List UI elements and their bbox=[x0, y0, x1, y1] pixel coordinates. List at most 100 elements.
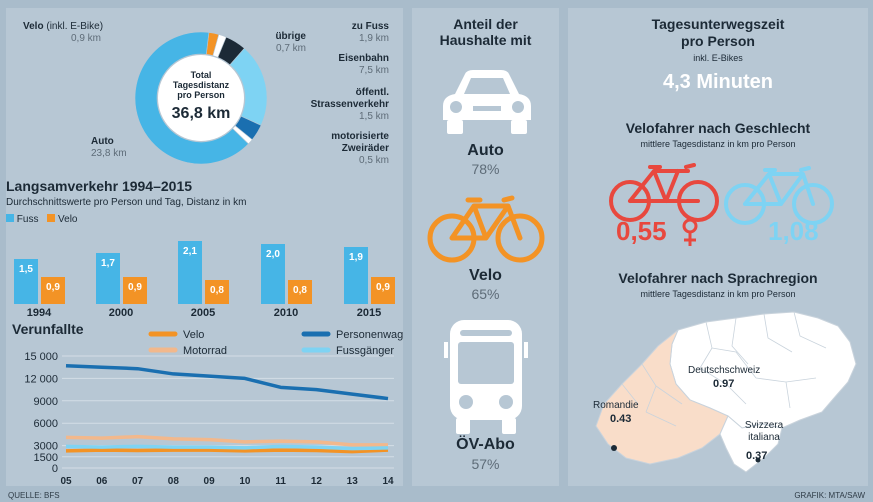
label-auto: Auto 23,8 km bbox=[91, 136, 127, 160]
x-tick-label: 06 bbox=[96, 476, 108, 486]
label-motorisierte-zweiraeder: motorisierte Zweiräder 0,5 km bbox=[296, 131, 389, 167]
line-velo bbox=[65, 448, 389, 454]
bar-velo bbox=[371, 277, 395, 304]
gender-title: Velofahrer nach Geschlecht bbox=[625, 120, 811, 136]
label-value: 0,5 km bbox=[358, 155, 389, 166]
y-tick-label: 15 000 bbox=[24, 351, 58, 363]
legend-label: Velo bbox=[183, 329, 204, 341]
bar-value-label: 0,8 bbox=[293, 285, 307, 296]
bar-fuss bbox=[14, 259, 38, 304]
legend-label: Personenwagen bbox=[336, 329, 403, 341]
label-name: Velo bbox=[23, 21, 44, 32]
label-value: 1,9 km bbox=[358, 33, 389, 44]
bar-velo bbox=[41, 277, 65, 304]
time-note: inkl. E-Bikes bbox=[693, 53, 743, 63]
line-chart-title: Verunfallte bbox=[12, 321, 84, 337]
bar-velo bbox=[205, 280, 229, 304]
household-title: Anteil der Haushalte mit bbox=[412, 16, 559, 48]
time-title-line: Tagesunterwegszeit bbox=[651, 16, 785, 32]
bar-fuss bbox=[178, 241, 202, 304]
donut-center-line: Total bbox=[190, 70, 212, 80]
x-tick-label: 07 bbox=[132, 476, 144, 486]
label-note: (inkl. E-Bike) bbox=[46, 21, 104, 32]
household-oev-label: ÖV-Abo bbox=[456, 436, 515, 453]
label-name: zu Fuss bbox=[351, 21, 389, 32]
x-tick-label: 13 bbox=[347, 476, 359, 486]
x-tick-label: 14 bbox=[382, 476, 394, 486]
label-name: motorisierte Zweiräder bbox=[331, 131, 389, 154]
donut-center-line: pro Person bbox=[177, 90, 225, 100]
line-personenwagen bbox=[65, 363, 389, 401]
female-bicycle-icon bbox=[609, 163, 719, 222]
x-tick-label: 09 bbox=[204, 476, 216, 486]
switzerland-map bbox=[595, 311, 857, 473]
line-fussgänger bbox=[65, 444, 389, 451]
label-zu-fuss: zu Fuss 1,9 km bbox=[331, 21, 389, 45]
car-icon bbox=[443, 70, 531, 134]
label-name: Eisenbahn bbox=[338, 53, 389, 64]
legend-label-velo: Velo bbox=[58, 214, 78, 225]
male-value: 1,08 bbox=[768, 216, 819, 246]
label-velo: Velo (inkl. E-Bike) 0,9 km bbox=[23, 21, 103, 45]
household-auto-value: 78% bbox=[471, 161, 500, 177]
region-ticino-value: 0.37 bbox=[746, 450, 768, 462]
bar-velo bbox=[288, 280, 312, 304]
slow-traffic-bar-chart: 1,5 0,9 1994 1,7 0,9 2000 2,1 0,8 2005 2,0 0,8 2010… bbox=[14, 241, 395, 319]
y-tick-label: 0 bbox=[52, 463, 58, 475]
legend-label: Motorrad bbox=[183, 345, 227, 357]
donut-center-label: Total Tagesdistanz pro Person bbox=[146, 70, 256, 100]
bar-category-label: 2000 bbox=[109, 307, 133, 319]
household-title-line: Anteil der bbox=[453, 16, 518, 32]
time-title: Tagesunterwegszeit pro Person bbox=[568, 16, 868, 50]
bus-icon bbox=[444, 320, 528, 434]
y-tick-label: 3000 bbox=[34, 441, 58, 453]
distance-donut-chart bbox=[134, 31, 268, 165]
household-panel: Anteil der Haushalte mit Auto 78% Velo 6… bbox=[412, 8, 559, 486]
label-value: 23,8 km bbox=[91, 148, 127, 159]
bar-value-label: 0,8 bbox=[210, 285, 224, 296]
bar-chart-title: Langsamverkehr 1994–2015 bbox=[6, 178, 193, 194]
y-tick-label: 12 000 bbox=[24, 373, 58, 385]
household-velo-value: 65% bbox=[471, 286, 500, 302]
bar-value-label: 2,1 bbox=[183, 246, 197, 257]
label-name: öffentl. Strassenverkehr bbox=[310, 87, 389, 110]
bar-fuss bbox=[261, 244, 285, 304]
donut-center-line: Tagesdistanz bbox=[172, 80, 230, 90]
label-eisenbahn: Eisenbahn 7,5 km bbox=[306, 53, 389, 77]
x-tick-label: 11 bbox=[275, 476, 286, 486]
household-auto-label: Auto bbox=[467, 142, 504, 159]
bar-velo bbox=[123, 277, 147, 304]
bar-value-label: 0,9 bbox=[46, 282, 60, 293]
region-deutschschweiz-name: Deutschschweiz bbox=[688, 365, 761, 376]
x-tick-label: 05 bbox=[60, 476, 72, 486]
y-tick-label: 6000 bbox=[34, 418, 58, 430]
label-uebrige: übrige 0,7 km bbox=[256, 31, 306, 55]
household-oev-value: 57% bbox=[471, 456, 500, 472]
bar-chart-subtitle: Durchschnittswerte pro Person und Tag, D… bbox=[6, 197, 247, 208]
bar-value-label: 2,0 bbox=[266, 249, 280, 260]
legend-label-fuss: Fuss bbox=[16, 214, 39, 225]
bar-category-label: 2015 bbox=[357, 307, 381, 319]
gender-subtitle: mittlere Tagesdistanz in km pro Person bbox=[640, 139, 796, 149]
bar-legend: Fuss Velo bbox=[6, 214, 77, 225]
bar-category-label: 1994 bbox=[27, 307, 52, 319]
x-tick-label: 10 bbox=[239, 476, 251, 486]
bar-value-label: 0,9 bbox=[376, 282, 390, 293]
label-value: 1,5 km bbox=[358, 111, 389, 122]
region-ticino-name: Svizzera italiana bbox=[744, 420, 784, 443]
label-name: Auto bbox=[91, 136, 114, 147]
male-bicycle-icon bbox=[724, 166, 834, 225]
time-value: 4,3 Minuten bbox=[662, 71, 773, 93]
household-velo-label: Velo bbox=[469, 267, 502, 284]
left-panel: Total Tagesdistanz pro Person 36,8 km Ve… bbox=[6, 8, 403, 486]
donut-center-value: 36,8 km bbox=[171, 105, 231, 122]
donut-hole bbox=[158, 55, 244, 141]
bar-value-label: 1,5 bbox=[19, 264, 33, 275]
region-romandie-value: 0.43 bbox=[610, 413, 632, 425]
region-romandie-name: Romandie bbox=[593, 400, 639, 411]
bar-value-label: 1,9 bbox=[349, 252, 363, 263]
region-title: Velofahrer nach Sprachregion bbox=[618, 270, 818, 286]
region-deutschschweiz-value: 0.97 bbox=[713, 378, 735, 390]
line-motorrad bbox=[65, 434, 388, 447]
